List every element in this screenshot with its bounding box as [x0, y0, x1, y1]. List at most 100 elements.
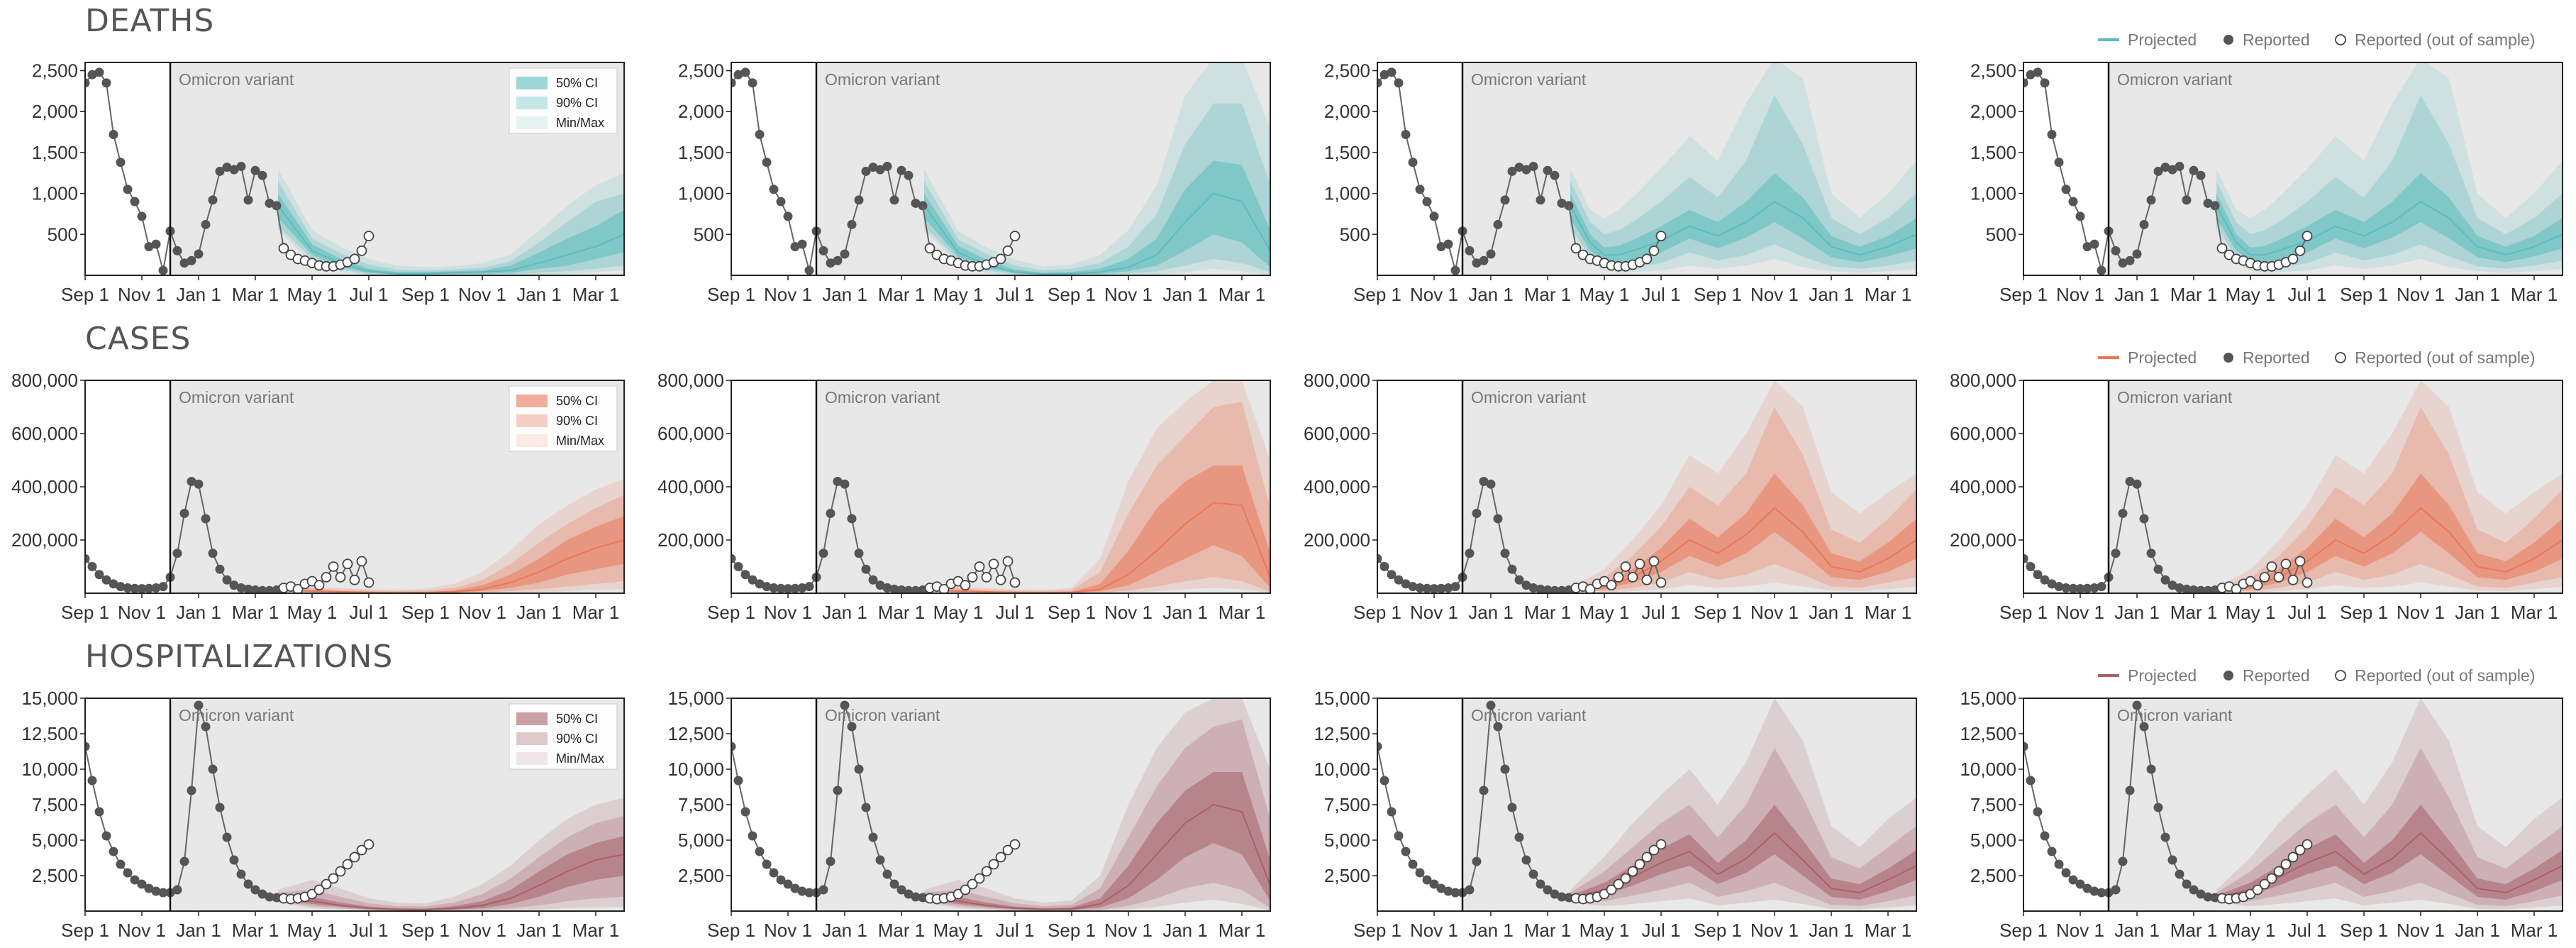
reported-out-of-sample-point	[313, 580, 325, 591]
y-tick-label: 500	[1340, 224, 1370, 245]
y-tick-label: 5,000	[678, 830, 724, 851]
reported-out-of-sample-point	[1002, 844, 1014, 856]
reported-point	[2082, 883, 2092, 893]
reported-point	[1536, 584, 1545, 593]
y-tick-label: 2,500	[1324, 60, 1370, 82]
reported-point	[826, 258, 835, 268]
omicron-shading	[2109, 698, 2563, 911]
reported-point	[854, 195, 864, 205]
reported-out-of-sample-point	[349, 851, 360, 863]
y-tick-label: 12,500	[667, 723, 724, 744]
y-tick-label: 2,000	[1324, 101, 1370, 122]
reported-point	[144, 242, 154, 252]
reported-point	[2111, 885, 2121, 895]
x-tick-label: Mar 1	[232, 602, 279, 623]
x-tick-label: Mar 1	[1218, 920, 1265, 941]
reported-point	[875, 580, 885, 590]
reported-point	[201, 722, 211, 732]
reported-point	[87, 562, 97, 571]
x-tick-label: Nov 1	[764, 920, 812, 941]
reported-point	[797, 886, 807, 896]
x-tick-label: Sep 1	[1999, 284, 2048, 305]
reported-point	[2023, 78, 2028, 88]
panel-cases-3: Omicron variant 200,000 400,000 600,000 800,…	[1304, 370, 1917, 623]
panel-cases-4: Omicron variant 200,000 400,000 600,000 800,…	[1950, 370, 2563, 623]
reported-point	[243, 879, 253, 889]
reported-point	[1415, 868, 1425, 878]
band-50ci	[1570, 805, 1916, 900]
reported-point	[2196, 585, 2206, 593]
reported-point	[194, 700, 204, 710]
reported-point	[137, 584, 147, 593]
x-tick-label: Nov 1	[118, 602, 166, 623]
x-tick-label: Mar 1	[1865, 602, 1911, 623]
band-50ci	[278, 516, 624, 593]
reported-point	[2089, 583, 2099, 592]
reported-point	[250, 885, 260, 895]
reported-point	[776, 583, 786, 593]
reported-point	[250, 165, 260, 175]
reported-point	[2132, 479, 2142, 489]
reported-point	[2026, 562, 2036, 571]
band-90ci	[1570, 95, 1916, 269]
reported-point	[201, 219, 211, 229]
projection-median-line	[923, 502, 1270, 593]
reported-point	[2040, 831, 2050, 841]
x-tick-label: Jan 1	[1162, 920, 1208, 941]
reported-out-of-sample-point	[1648, 245, 1660, 256]
x-tick-label: Jul 1	[996, 920, 1035, 941]
oos-legend-marker	[2335, 34, 2346, 45]
reported-out-of-sample-point	[2259, 878, 2270, 890]
projection-group	[2023, 698, 2563, 910]
reported-point	[1514, 162, 1524, 172]
ci-legend-swatch	[516, 732, 548, 745]
panel-frame	[84, 62, 625, 276]
reported-point	[769, 583, 779, 592]
reported-out-of-sample-point	[335, 866, 346, 877]
reported-point	[1379, 70, 1389, 79]
reported-out-of-sample-point	[1620, 873, 1631, 884]
reported-point	[755, 130, 765, 140]
reported-point	[2111, 246, 2121, 255]
panel-hospitalizations-1: Omicron variant 2,500 5,000 7,500 10,000 12,5…	[21, 688, 625, 941]
reported-point	[882, 583, 892, 592]
y-tick-label: 15,000	[21, 688, 78, 709]
x-tick-label: Sep 1	[1999, 602, 2048, 623]
x-tick-label: Sep 1	[2340, 602, 2388, 623]
reported-point	[875, 855, 885, 865]
reported-point	[1514, 575, 1524, 585]
reported-out-of-sample-point	[1634, 558, 1645, 570]
panel-deaths-1: Omicron variant 500 1,000 1,500 2,000 2,500 Se…	[32, 60, 625, 305]
reported-point	[1394, 78, 1404, 88]
y-tick-label: 200,000	[1304, 529, 1370, 551]
x-tick-label: May 1	[933, 602, 984, 623]
reported-point	[2167, 165, 2177, 175]
reported-point	[1486, 479, 1496, 489]
oos-legend-marker	[2335, 352, 2346, 363]
reported-out-of-sample-point	[321, 572, 332, 583]
reported-out-of-sample-point	[328, 873, 339, 884]
reported-point	[158, 888, 168, 898]
reported-point	[2047, 579, 2057, 589]
reported-out-of-sample-point	[938, 583, 950, 593]
reported-point	[868, 162, 878, 172]
x-tick-label: Nov 1	[2397, 284, 2445, 305]
ci-legend-swatch	[516, 712, 548, 725]
reported-out-of-sample-point	[2287, 851, 2299, 863]
reported-point	[2139, 514, 2149, 524]
y-tick-label: 200,000	[657, 529, 724, 551]
reported-out-of-sample-point	[2302, 577, 2313, 588]
reported-point	[1550, 889, 1560, 899]
y-tick-label: 800,000	[1950, 370, 2016, 391]
reported-point	[1500, 764, 1510, 774]
reported-point	[847, 514, 857, 524]
band-minmax	[2216, 380, 2563, 592]
x-tick-label: May 1	[287, 920, 338, 941]
reported-out-of-sample-point	[1655, 839, 1667, 850]
y-tick-label: 400,000	[11, 476, 78, 497]
x-tick-label: Sep 1	[2340, 284, 2388, 305]
band-90ci	[2216, 407, 2563, 591]
y-tick-label: 1,500	[32, 142, 78, 163]
reported-point	[769, 868, 779, 878]
reported-point	[889, 584, 899, 593]
